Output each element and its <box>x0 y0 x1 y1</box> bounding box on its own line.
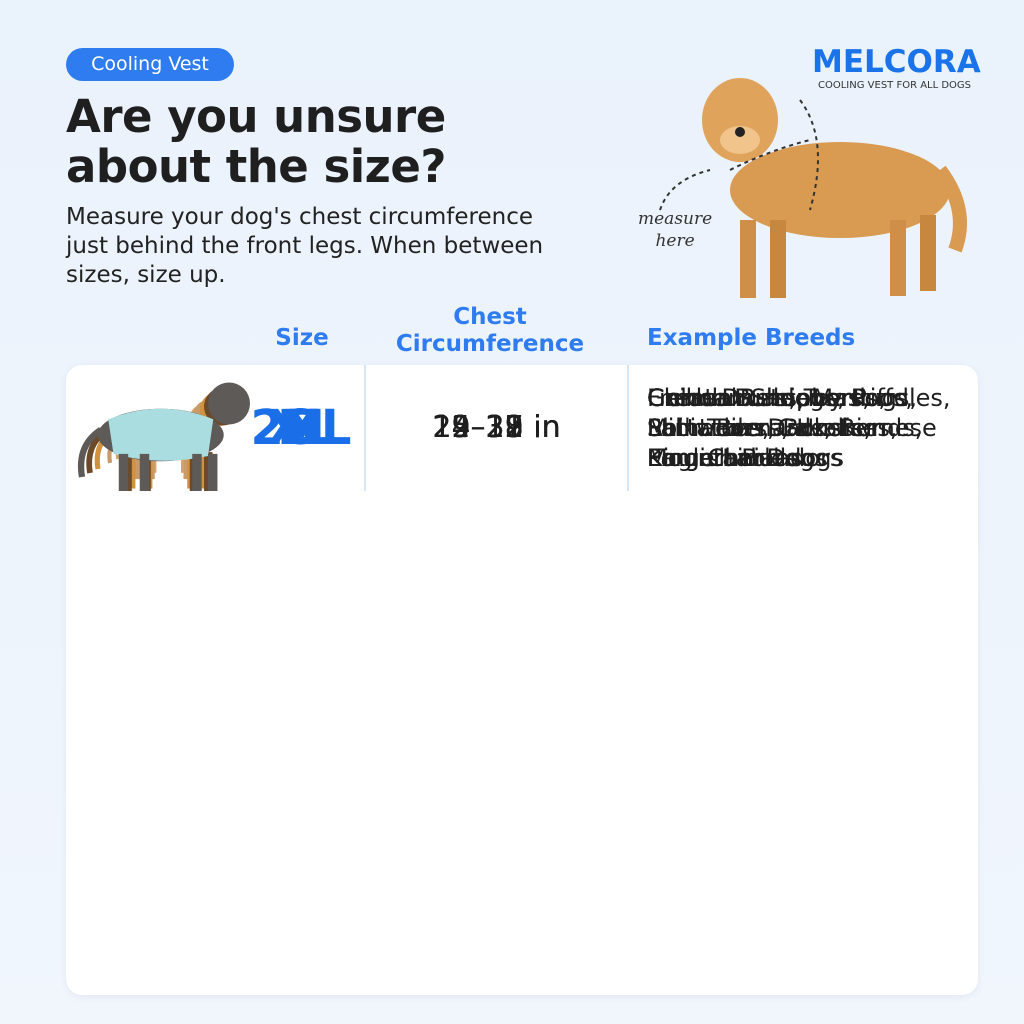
badge: Cooling Vest <box>66 48 234 81</box>
size-label: 2XL <box>250 400 352 456</box>
breed-line: French Bulldogs, Pugs, <box>647 384 917 412</box>
title-line: about the size? <box>66 140 446 193</box>
annotation: measure here <box>638 208 712 252</box>
column-header: Chest Circumference <box>395 304 585 357</box>
brand-tagline: COOLING VEST FOR ALL DOGS <box>818 80 972 91</box>
breed-line: Shih Tzus, Cavalier <box>647 414 876 442</box>
breeds: Chihuahuas, Toy Poodles, Miniature Dachsh… <box>647 383 951 473</box>
title: Are you unsure about the size? <box>66 92 446 192</box>
dog-shape <box>108 408 214 461</box>
dog-shape <box>208 453 218 491</box>
dog-shape <box>200 450 208 489</box>
breeds: Golden Retrievers, Labradors, Boxers, Engl… <box>647 383 871 473</box>
breed-line: Miniature Dachshunds, <box>647 414 923 442</box>
intro: Measure your dog's chest circumference j… <box>66 203 543 290</box>
intro-line: just behind the front legs. When between <box>66 233 544 259</box>
annotation-line: here <box>655 231 695 251</box>
breeds: French Bulldogs, Pugs, Shih Tzus, Cavalie… <box>647 383 917 473</box>
size-label: S <box>283 400 319 456</box>
breed-line: Mountain Dogs <box>647 444 828 472</box>
breed-line: Great Danes, Mastiffs, <box>647 384 914 412</box>
intro-line: sizes, size up. <box>66 262 226 288</box>
breed-line: Golden Retrievers, <box>647 384 870 412</box>
breed-line: English Bulldogs <box>647 444 844 472</box>
breed-line: King Charles <box>647 444 798 472</box>
chest-range: 15–22 in <box>364 365 629 491</box>
dog-shape <box>77 427 103 478</box>
breeds: Great Danes, Mastiffs, Saint Bernards, Be… <box>647 383 937 473</box>
dog-shape <box>118 453 129 491</box>
breed-line: Pomeranians <box>647 444 803 472</box>
size-label: L <box>285 400 317 456</box>
breed-line: German Shepherds, <box>647 384 886 412</box>
annotation-line: measure <box>638 209 713 229</box>
dog-shape <box>183 447 190 480</box>
dog-shape <box>139 453 150 491</box>
size-label: XL <box>267 400 335 456</box>
hero-dog <box>659 78 967 298</box>
brand-name: MELCORA <box>812 44 981 80</box>
dog-illustration <box>77 382 250 491</box>
size-table: S 12–19 in Chihuahuas, Toy Poodles, Miniatu… <box>66 365 978 995</box>
breed-line: Chihuahuas, Toy Poodles, <box>647 384 951 412</box>
breed-line: Rottweilers, Huskies, <box>647 414 898 442</box>
breed-line: Saint Bernards, Bernese <box>647 414 937 442</box>
size-label: M <box>277 400 325 456</box>
column-header: Size <box>275 325 329 351</box>
intro-line: Measure your dog's chest circumference <box>66 204 533 230</box>
breed-line: Large Labradors <box>647 444 843 472</box>
dog-shape <box>208 382 250 425</box>
column-header: Example Breeds <box>647 325 856 351</box>
dog-shape <box>134 447 141 480</box>
dog <box>77 382 250 491</box>
breed-line: Labradors, Boxers, <box>647 414 872 442</box>
dog-shape <box>192 453 202 491</box>
breeds: German Shepherds, Rottweilers, Huskies, La… <box>647 383 897 473</box>
chest-range: 29–37 in <box>364 365 629 491</box>
title-line: Are you unsure <box>66 90 446 143</box>
